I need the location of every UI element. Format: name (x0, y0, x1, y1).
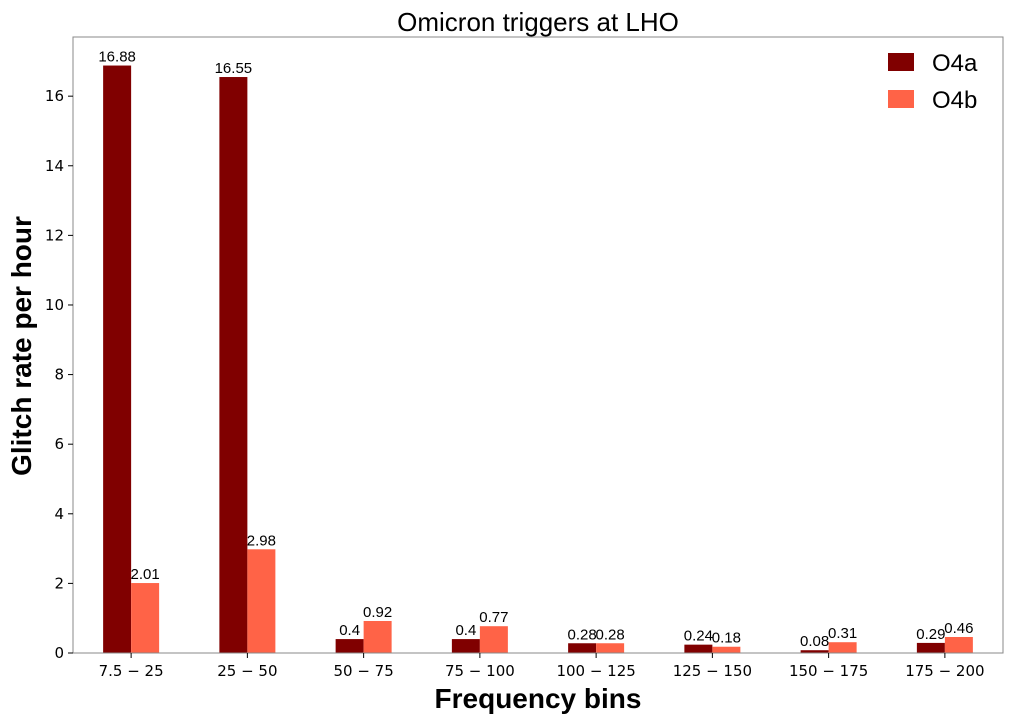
y-tick-label-8: 8 (54, 366, 64, 384)
y-tick-label-14: 14 (45, 157, 64, 175)
value-label-o4b-3: 0.77 (479, 609, 508, 626)
legend-label-o4b: O4b (932, 87, 977, 114)
value-label-o4a-2: 0.4 (339, 622, 360, 639)
plot-frame (72, 36, 1004, 654)
bar-o4a-6 (800, 650, 829, 653)
value-label-o4b-6: 0.31 (828, 625, 857, 642)
bar-o4b-6 (828, 642, 857, 653)
bar-o4b-7 (944, 636, 973, 653)
bar-o4b-2 (363, 620, 392, 653)
x-tick-label-4: 100 − 125 (556, 662, 635, 680)
y-tick-label-2: 2 (54, 574, 64, 592)
x-tick-label-7: 175 − 200 (905, 662, 984, 680)
plot-area: 16.88 16.55 0.4 0.4 0.28 0.24 0.08 0.29 2.01 2.98… (45, 36, 1004, 680)
bar-o4b-4 (596, 643, 625, 653)
x-tick-label-6: 150 − 175 (789, 662, 868, 680)
x-tick-label-5: 125 − 150 (673, 662, 752, 680)
y-tick-label-16: 16 (45, 87, 64, 105)
x-tick-label-2: 50 − 75 (333, 662, 393, 680)
value-label-o4a-6: 0.08 (800, 633, 829, 650)
bar-o4a-7 (916, 642, 945, 653)
bar-o4b-1 (247, 549, 276, 653)
bar-o4a-0 (103, 65, 132, 654)
bar-o4b-3 (479, 626, 508, 653)
value-label-o4b-0: 2.01 (131, 566, 160, 583)
value-label-o4a-5: 0.24 (684, 628, 713, 645)
bar-o4b-5 (712, 646, 741, 653)
bar-o4a-5 (684, 644, 713, 653)
x-axis-label: Frequency bins (435, 683, 642, 714)
bar-o4a-3 (451, 639, 480, 653)
bar-o4a-4 (568, 643, 597, 653)
value-label-o4b-5: 0.18 (712, 630, 741, 647)
chart-title: Omicron triggers at LHO (397, 7, 679, 37)
y-tick-label-0: 0 (54, 644, 64, 662)
legend-label-o4a: O4a (932, 50, 978, 77)
legend-swatch-o4b (888, 90, 914, 108)
bar-o4a-1 (219, 77, 248, 654)
value-label-o4a-4: 0.28 (568, 626, 597, 643)
value-label-o4a-0: 16.88 (98, 49, 136, 66)
value-label-o4b-4: 0.28 (596, 626, 625, 643)
value-label-o4b-2: 0.92 (363, 604, 392, 621)
y-tick-label-6: 6 (54, 435, 64, 453)
value-label-o4b-1: 2.98 (247, 532, 276, 549)
x-tick-label-1: 25 − 50 (217, 662, 277, 680)
value-label-o4b-7: 0.46 (944, 620, 973, 637)
x-tick-label-3: 75 − 100 (445, 662, 515, 680)
value-label-o4a-1: 16.55 (215, 60, 253, 77)
x-tick-label-0: 7.5 − 25 (99, 662, 164, 680)
bar-o4b-0 (131, 583, 160, 653)
y-tick-label-4: 4 (54, 505, 64, 523)
y-axis-label: Glitch rate per hour (6, 216, 37, 476)
y-tick-label-10: 10 (45, 296, 64, 314)
bar-o4a-2 (335, 639, 364, 653)
value-label-o4a-7: 0.29 (916, 626, 945, 643)
value-label-o4a-3: 0.4 (455, 622, 476, 639)
legend-swatch-o4a (888, 53, 914, 71)
y-tick-label-12: 12 (45, 226, 64, 244)
